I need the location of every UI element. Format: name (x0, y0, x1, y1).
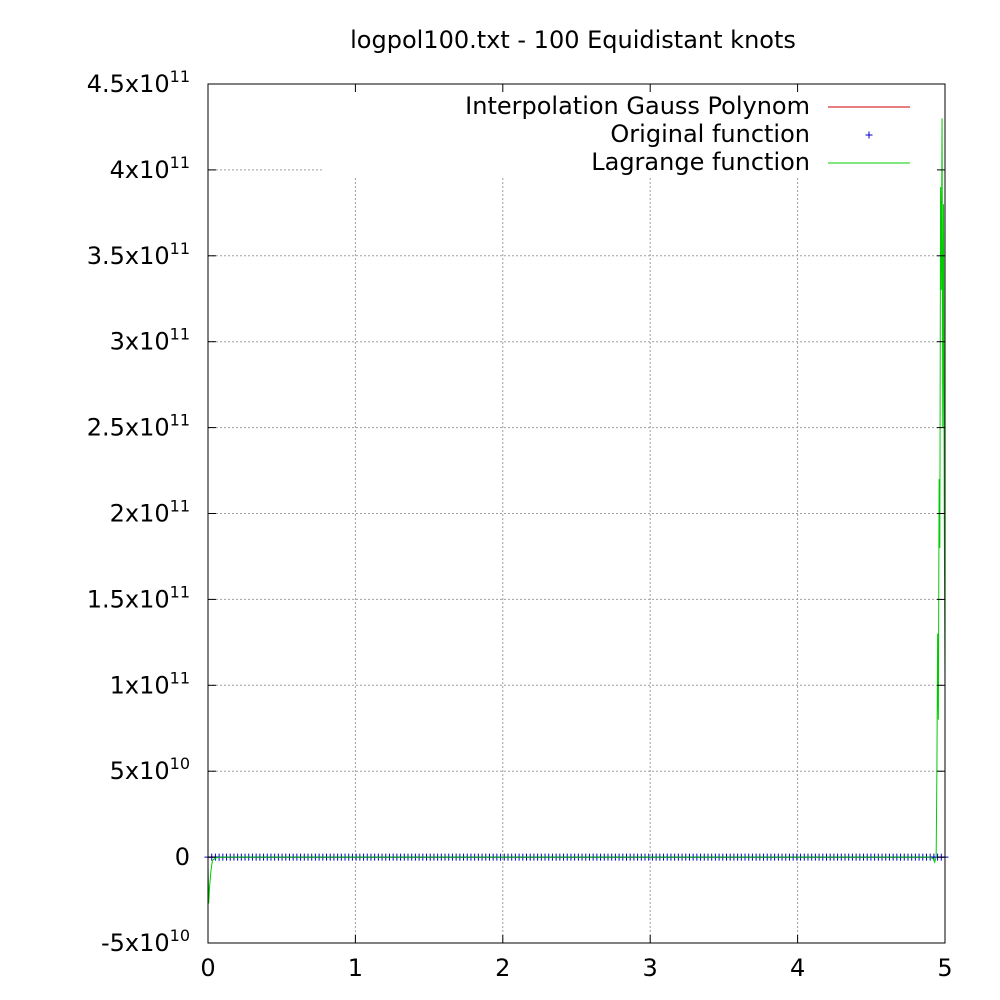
axis-ticks: 0 1 2 3 4 5-5x101005x10101x10111.5x10112x1011… (87, 67, 953, 982)
legend-label: Original function (610, 120, 810, 148)
y-tick-mantissa: 2x10 (110, 500, 170, 528)
y-tick-mantissa: 1x10 (110, 671, 170, 699)
y-tick-mantissa: 4.5x10 (87, 70, 170, 98)
y-tick-exponent: 11 (170, 582, 190, 601)
y-tick-label: 2.5x1011 (87, 411, 190, 442)
y-tick-exponent: 10 (170, 926, 190, 945)
y-tick-mantissa: 4x10 (110, 156, 170, 184)
plot-area (204, 118, 949, 904)
y-tick-label: 3x1011 (110, 325, 190, 356)
y-tick-mantissa: 1.5x10 (87, 585, 170, 613)
y-tick-mantissa: 3.5x10 (87, 242, 170, 270)
y-tick-mantissa: 5x10 (110, 757, 170, 785)
y-tick-mantissa: -5x10 (101, 929, 170, 957)
y-tick-exponent: 11 (170, 153, 190, 172)
y-tick-mantissa: 2.5x10 (87, 414, 170, 442)
y-tick-label: -5x1010 (101, 926, 190, 957)
y-tick-label: 0 (175, 843, 190, 871)
chart-title: logpol100.txt - 100 Equidistant knots (350, 26, 796, 54)
y-tick-exponent: 11 (170, 668, 190, 687)
y-tick-label: 3.5x1011 (87, 239, 190, 270)
y-tick-label: 1x1011 (110, 668, 190, 699)
y-tick-label: 4.5x1011 (87, 67, 190, 98)
y-tick-label: 2x1011 (110, 497, 190, 528)
x-tick-label: 5 (937, 954, 952, 982)
y-tick-mantissa: 0 (175, 843, 190, 871)
y-tick-exponent: 11 (170, 497, 190, 516)
x-tick-label: 4 (790, 954, 805, 982)
y-tick-exponent: 11 (170, 239, 190, 258)
y-tick-mantissa: 3x10 (110, 328, 170, 356)
legend-label: Interpolation Gauss Polynom (465, 92, 810, 120)
y-tick-exponent: 11 (170, 411, 190, 430)
y-tick-label: 4x1011 (110, 153, 190, 184)
y-tick-exponent: 11 (170, 325, 190, 344)
y-tick-label: 5x1010 (110, 754, 190, 785)
y-tick-exponent: 10 (170, 754, 190, 773)
x-tick-label: 3 (643, 954, 658, 982)
legend-label: Lagrange function (591, 148, 810, 176)
y-tick-exponent: 11 (170, 67, 190, 86)
legend-swatch (865, 131, 873, 139)
x-tick-label: 2 (495, 954, 510, 982)
series-line-3 (207, 118, 946, 904)
y-tick-label: 1.5x1011 (87, 582, 190, 613)
x-tick-label: 1 (348, 954, 363, 982)
x-tick-label: 0 (200, 954, 215, 982)
